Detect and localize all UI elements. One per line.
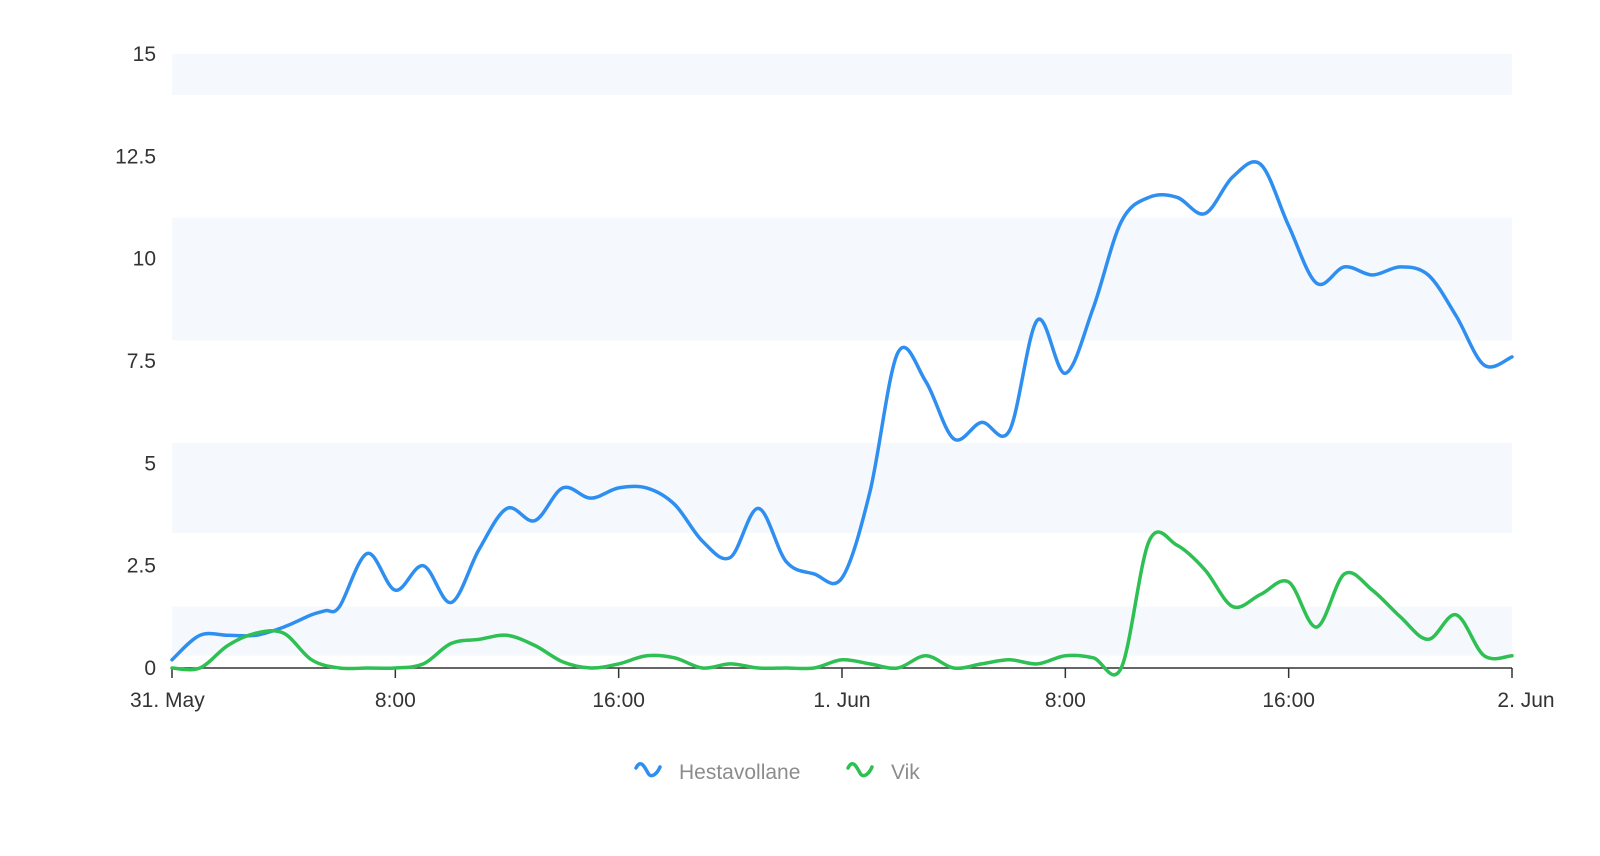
x-tick-label: 8:00 — [375, 689, 416, 712]
plot-band — [172, 54, 1512, 95]
x-tick-label: 1. Jun — [813, 689, 870, 712]
y-tick-label: 2.5 — [127, 555, 156, 578]
plot-band — [172, 442, 1512, 533]
legend-label: Vik — [891, 761, 920, 784]
legend-label: Hestavollane — [679, 761, 800, 784]
plot-bands — [172, 54, 1512, 656]
x-axis: 31. May 8:00 16:00 1. Jun 8:00 16:00 2. Jun — [130, 667, 1555, 712]
series-line-vik — [170, 530, 1514, 677]
y-tick-label: 15 — [133, 43, 156, 66]
x-tick-label: 2. Jun — [1497, 689, 1554, 712]
plot-band — [172, 217, 1512, 341]
legend: Hestavollane Vik — [634, 761, 920, 784]
legend-symbol-icon — [634, 762, 662, 778]
y-tick-label: 10 — [133, 248, 156, 271]
legend-item-vik: Vik — [846, 761, 920, 784]
y-tick-label: 7.5 — [127, 350, 156, 373]
x-tick-label: 8:00 — [1045, 689, 1086, 712]
x-tick-label: 16:00 — [1262, 689, 1315, 712]
series-line-hestavollane — [170, 160, 1514, 662]
legend-symbol-icon — [846, 762, 874, 778]
y-tick-label: 12.5 — [115, 145, 156, 168]
legend-item-hestavollane: Hestavollane — [634, 761, 800, 784]
x-tick-label: 16:00 — [592, 689, 645, 712]
series-lines — [170, 160, 1514, 677]
plot-band — [172, 606, 1512, 656]
y-tick-label: 0 — [144, 657, 156, 680]
y-axis: 0 2.5 5 7.5 10 12.5 15 — [115, 43, 156, 680]
y-tick-label: 5 — [144, 452, 156, 475]
x-tick-label: 31. May — [130, 689, 205, 712]
